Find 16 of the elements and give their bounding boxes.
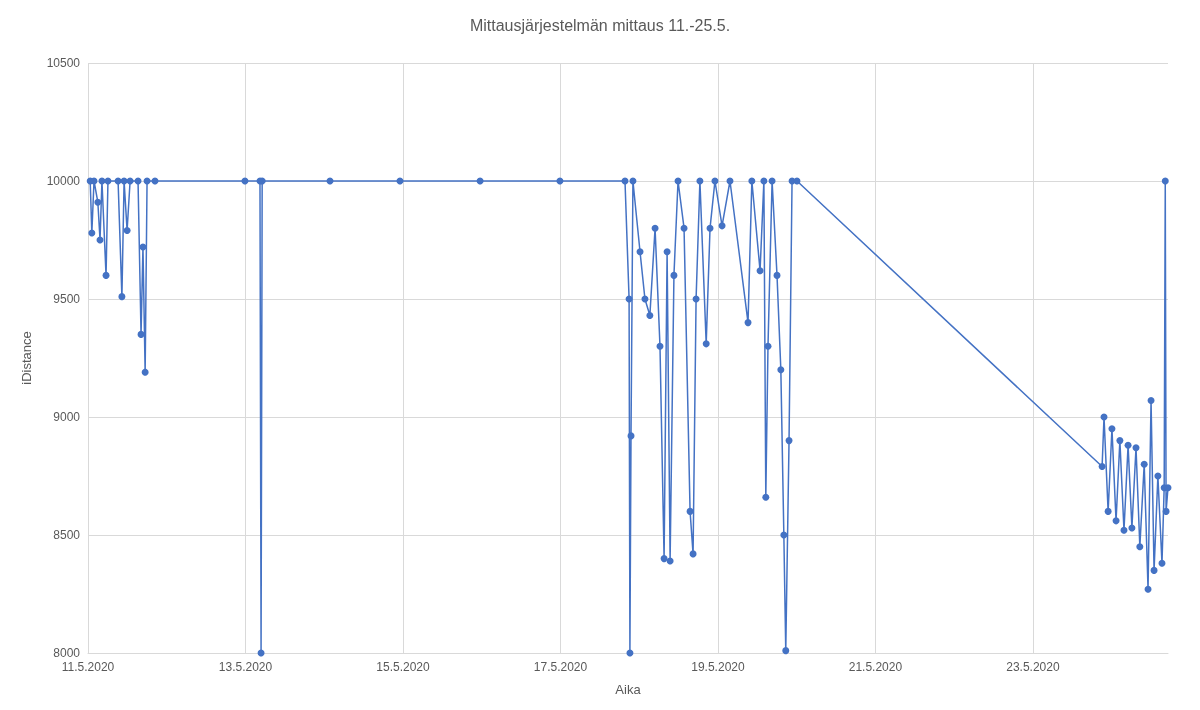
y-tick-label: 9500 <box>53 292 81 306</box>
y-tick-label: 9000 <box>53 410 81 424</box>
y-tick-label: 8000 <box>53 646 81 660</box>
y-axis-title: iDistance <box>19 331 34 385</box>
x-tick-label: 21.5.2020 <box>848 660 903 674</box>
x-tick-label: 17.5.2020 <box>533 660 588 674</box>
x-tick-label: 19.5.2020 <box>691 660 745 674</box>
x-tick-label: 13.5.2020 <box>218 660 273 674</box>
x-axis-title: Aika <box>615 682 642 697</box>
y-tick-label: 10500 <box>46 56 81 70</box>
y-tick-label: 10000 <box>46 174 81 188</box>
y-tick-label: 8500 <box>53 528 81 542</box>
x-tick-label: 23.5.2020 <box>1006 660 1060 674</box>
x-tick-label: 15.5.2020 <box>376 660 430 674</box>
x-tick-label: 11.5.2020 <box>61 660 115 674</box>
chart-title: Mittausjärjestelmän mittaus 11.-25.5. <box>469 16 731 34</box>
